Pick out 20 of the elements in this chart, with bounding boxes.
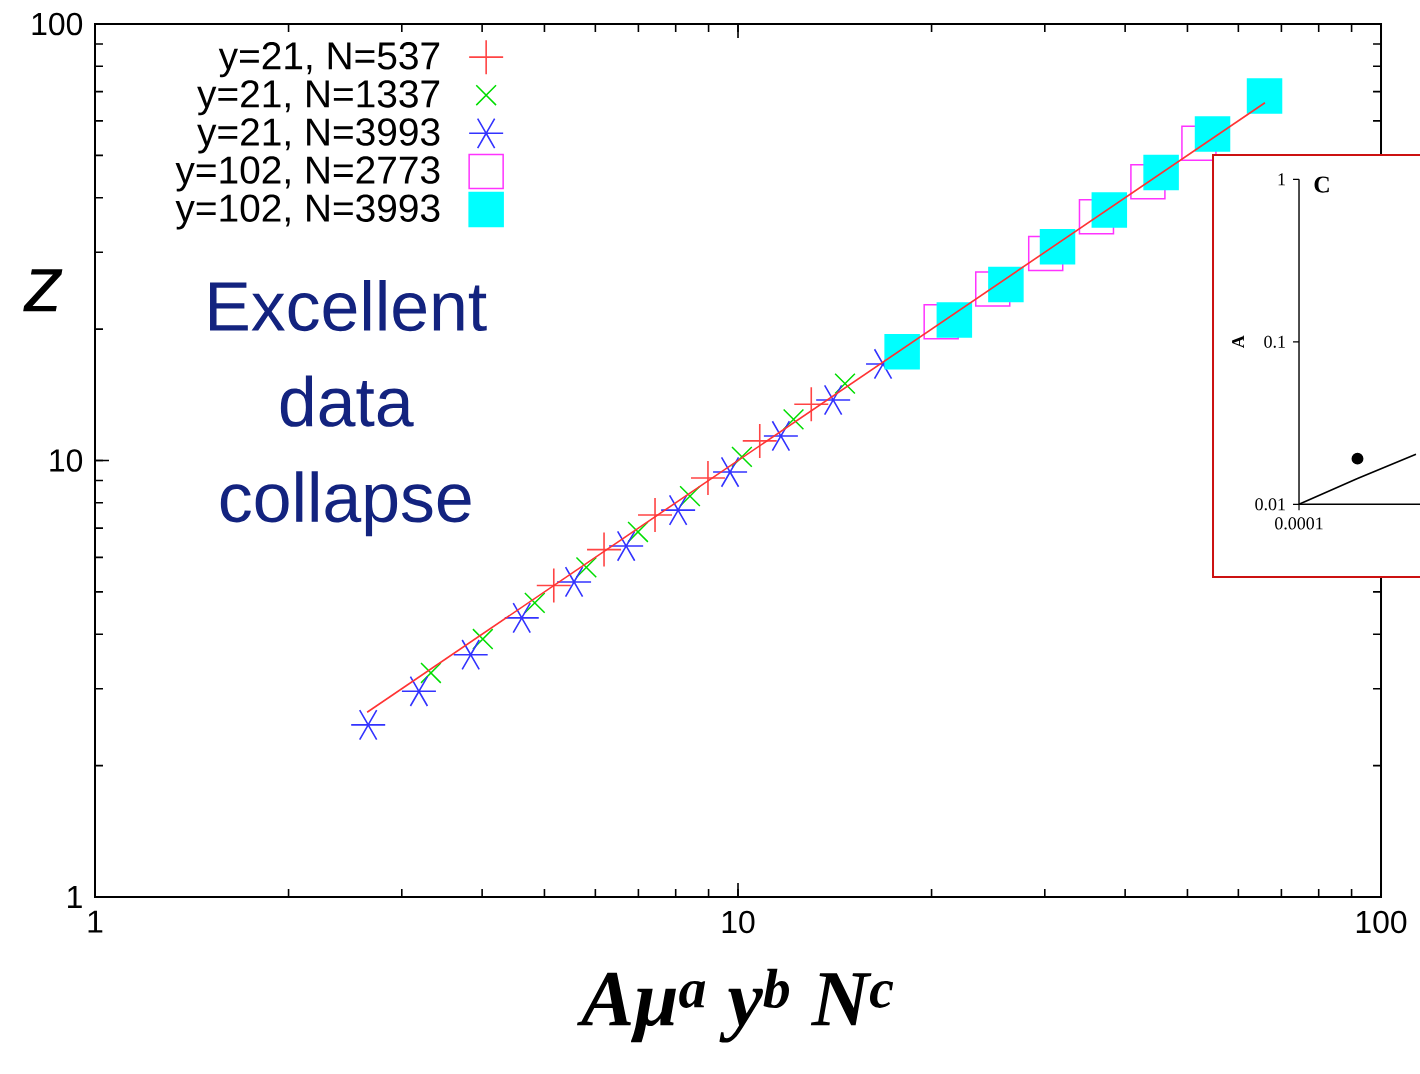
legend-label: y=102, N=2773: [175, 156, 440, 192]
x-tick-label: 10: [722, 910, 755, 934]
y-axis-title: A: [1232, 335, 1244, 349]
chart-title: C: [1314, 176, 1329, 193]
x-tick-label: 0.0001: [1275, 517, 1323, 530]
x-tick-label: 1: [88, 910, 103, 933]
x-axis-title: Aμ$^{a}$ y$^{b}$ N$^{c}$: [576, 968, 894, 1043]
legend-label: y=21, N=537: [218, 42, 440, 78]
annotation: Excellent data collapse: [210, 279, 487, 537]
legend-label: y=21, N=3993: [197, 118, 440, 154]
x-tick-label: 100: [1356, 910, 1407, 934]
y-tick-label: 0.01: [1255, 498, 1285, 511]
y-tick-label: 1: [1278, 173, 1285, 186]
y-tick-label: 10: [50, 449, 83, 472]
legend-label: y=102, N=3993: [175, 194, 440, 230]
y-tick-label: 0.1: [1264, 335, 1285, 348]
y-tick-label: 1: [68, 886, 82, 908]
y-tick-label: 100: [32, 12, 83, 36]
y-axis-title: z: [23, 269, 63, 312]
legend-label: y=21, N=1337: [197, 80, 440, 116]
